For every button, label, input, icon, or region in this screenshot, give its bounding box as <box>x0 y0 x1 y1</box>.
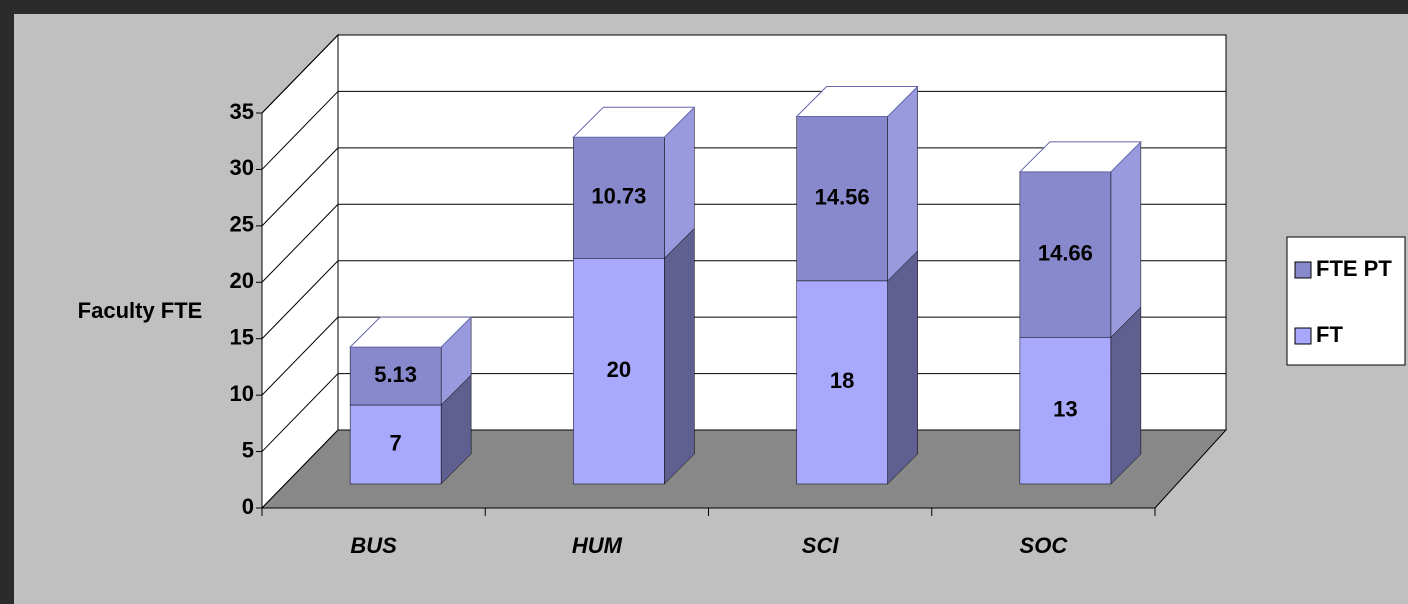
grid-line <box>261 34 339 114</box>
grid-line <box>261 203 339 283</box>
bar-top <box>348 316 473 348</box>
x-tick-label: SCI <box>802 533 840 558</box>
bar <box>796 280 888 485</box>
legend-swatch <box>1294 327 1312 345</box>
bar-side <box>1110 141 1142 338</box>
legend-label: FT <box>1316 322 1343 347</box>
bar <box>349 346 442 406</box>
grid-line <box>261 91 339 170</box>
data-label: 7 <box>390 430 402 455</box>
y-axis-label: Faculty FTE <box>78 298 203 323</box>
grid-line <box>261 147 339 227</box>
bar-side <box>1110 306 1142 485</box>
grid-line <box>261 316 339 396</box>
y-tick-label: 25 <box>230 212 254 237</box>
bar <box>796 116 888 282</box>
data-label: 14.66 <box>1038 240 1093 265</box>
bar <box>573 258 665 485</box>
bar-top <box>572 106 696 138</box>
y-tick-label: 20 <box>230 268 254 293</box>
x-tick-label: SOC <box>1020 533 1069 558</box>
bar <box>1019 337 1112 485</box>
y-tick-label: 0 <box>242 494 254 519</box>
y-tick-label: 5 <box>242 437 254 462</box>
x-tick-label: BUS <box>350 533 397 558</box>
x-tick-label: HUM <box>572 533 623 558</box>
y-tick-label: 15 <box>230 325 254 350</box>
y-tick-label: 35 <box>230 99 254 124</box>
data-label: 20 <box>607 357 631 382</box>
data-label: 18 <box>830 368 854 393</box>
data-label: 5.13 <box>374 362 417 387</box>
bar-top <box>795 86 919 118</box>
bar-side <box>664 227 695 485</box>
grid-line <box>261 373 339 452</box>
bar <box>1019 171 1112 338</box>
bar <box>349 404 442 485</box>
data-label: 13 <box>1053 396 1077 421</box>
bar-side <box>887 250 918 485</box>
y-tick-label: 10 <box>230 381 254 406</box>
grid-line <box>261 260 339 340</box>
bar-top <box>1018 141 1143 173</box>
bar-side <box>887 85 918 282</box>
y-tick-label: 30 <box>230 155 254 180</box>
side-wall <box>261 33 339 510</box>
legend-swatch <box>1294 261 1312 279</box>
data-label: 14.56 <box>815 185 870 210</box>
legend-label: FTE PT <box>1316 256 1392 281</box>
data-label: 10.73 <box>591 184 646 209</box>
